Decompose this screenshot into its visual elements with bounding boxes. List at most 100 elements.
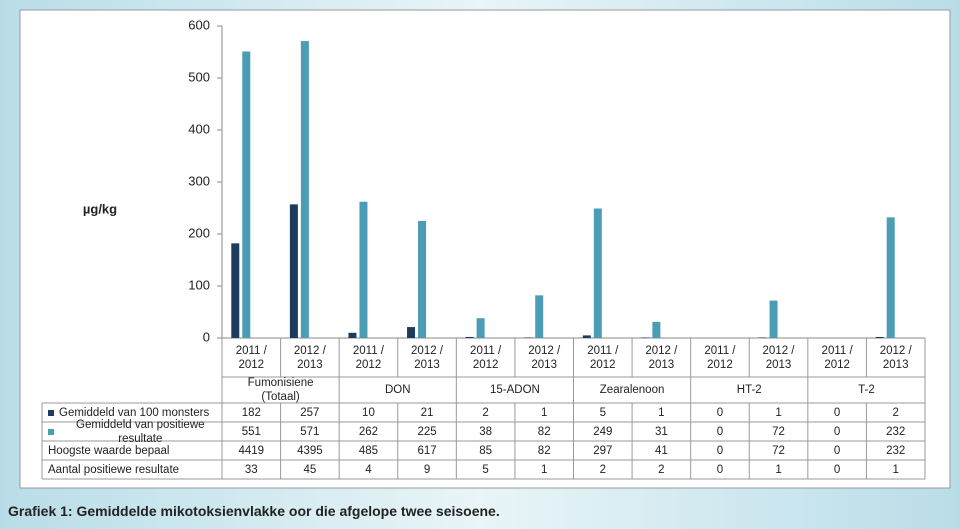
- y-tick-label: 600: [188, 17, 210, 32]
- x-tick-label: 2012 / 2013: [398, 338, 457, 377]
- x-tick-label: 2011 / 2012: [456, 338, 515, 377]
- table-value: 38: [456, 422, 515, 441]
- table-value: 1: [749, 460, 808, 479]
- legend-marker: [48, 428, 54, 435]
- table-value: 0: [808, 441, 867, 460]
- table-value: 1: [515, 460, 574, 479]
- table-value-text: 10: [362, 406, 375, 419]
- table-value: 21: [398, 403, 457, 422]
- bar: [242, 51, 251, 338]
- bar: [524, 337, 533, 338]
- table-value: 617: [398, 441, 457, 460]
- table-value: 5: [574, 403, 633, 422]
- x-tick-label-text: 2012 / 2013: [293, 344, 326, 371]
- bar: [535, 295, 544, 338]
- table-value-text: 551: [241, 425, 261, 438]
- table-value: 0: [808, 403, 867, 422]
- x-tick-label: 2011 / 2012: [339, 338, 398, 377]
- table-value-text: 232: [886, 425, 906, 438]
- bar: [300, 41, 309, 339]
- row-label-text: Hoogste waarde bepaal: [48, 444, 170, 457]
- x-tick-label: 2012 / 2013: [866, 338, 925, 377]
- table-value-text: 41: [654, 444, 668, 457]
- group-label: 15-ADON: [456, 377, 573, 403]
- table-value: 41: [632, 441, 691, 460]
- bar: [875, 336, 884, 338]
- table-value: 249: [574, 422, 633, 441]
- table-value-text: 297: [593, 444, 613, 457]
- x-tick-label-text: 2011 / 2012: [352, 344, 384, 371]
- table-value: 9: [398, 460, 457, 479]
- table-value-text: 4: [365, 463, 372, 476]
- y-tick-label: 100: [188, 277, 210, 292]
- x-tick-label: 2012 / 2013: [749, 338, 808, 377]
- table-value-text: 72: [772, 425, 785, 438]
- x-tick-label-text: 2011 / 2012: [587, 344, 619, 371]
- legend-label: Gemiddeld van positiewe resultate: [42, 419, 222, 445]
- x-tick-label-text: 2012 / 2013: [528, 344, 561, 371]
- table-value: 0: [691, 441, 750, 460]
- bar: [348, 332, 357, 338]
- table-value-text: 1: [775, 463, 782, 476]
- y-axis-label: µg/kg: [83, 201, 117, 216]
- y-tick-label: 400: [188, 121, 210, 136]
- table-value: 257: [281, 403, 340, 422]
- table-value-text: 1: [775, 406, 782, 419]
- table-value-text: 82: [537, 444, 551, 457]
- table-value-text: 31: [654, 425, 668, 438]
- bar: [465, 336, 474, 338]
- table-value-text: 1: [658, 406, 665, 419]
- table-value-text: 0: [833, 463, 841, 476]
- table-value: 1: [515, 403, 574, 422]
- table-value-text: 2: [658, 463, 665, 476]
- row-label-text: Aantal positiewe resultate: [48, 463, 180, 476]
- table-value-text: 4395: [297, 444, 323, 457]
- bar: [769, 300, 778, 338]
- table-value-text: 72: [772, 444, 785, 457]
- table-value-text: 2: [892, 406, 899, 419]
- table-value: 182: [222, 403, 281, 422]
- bar: [593, 208, 602, 338]
- table-value: 33: [222, 460, 281, 479]
- x-tick-label-text: 2012 / 2013: [762, 344, 795, 371]
- table-value-text: 232: [886, 444, 906, 457]
- table-value: 297: [574, 441, 633, 460]
- table-value: 0: [808, 422, 867, 441]
- table-value: 1: [632, 403, 691, 422]
- group-label: Zearalenoon: [574, 377, 691, 403]
- bar: [758, 337, 767, 338]
- table-value-text: 0: [833, 406, 841, 419]
- table-value: 1: [749, 403, 808, 422]
- legend-label: Gemiddeld van 100 monsters: [42, 403, 222, 422]
- x-tick-label: 2011 / 2012: [222, 338, 281, 377]
- table-value: 2: [456, 403, 515, 422]
- table-value: 0: [808, 460, 867, 479]
- table-value: 72: [749, 422, 808, 441]
- bar: [289, 204, 298, 338]
- table-value-text: 21: [420, 406, 434, 419]
- table-value-text: 1: [540, 463, 548, 476]
- table-value-text: 225: [417, 425, 437, 438]
- table-value: 82: [515, 441, 574, 460]
- table-value-text: 2: [482, 406, 489, 419]
- x-tick-label-text: 2012 / 2013: [411, 344, 444, 371]
- group-label-text: HT-2: [736, 384, 762, 396]
- x-tick-label: 2012 / 2013: [632, 338, 691, 377]
- table-value: 225: [398, 422, 457, 441]
- table-value: 2: [866, 403, 925, 422]
- bar: [652, 321, 661, 338]
- table-value-text: 571: [300, 425, 320, 438]
- x-tick-label-text: 2011 / 2012: [704, 344, 736, 371]
- table-value: 10: [339, 403, 398, 422]
- table-value-text: 45: [303, 463, 317, 476]
- table-value-text: 2: [599, 463, 606, 476]
- table-value-text: 249: [593, 425, 613, 438]
- table-value: 4419: [222, 441, 281, 460]
- table-value: 4395: [281, 441, 340, 460]
- x-tick-label-text: 2011 / 2012: [821, 344, 853, 371]
- table-value-text: 485: [358, 444, 379, 457]
- table-value: 232: [866, 441, 925, 460]
- x-tick-label: 2012 / 2013: [281, 338, 340, 377]
- group-label: Fumonisiene (Totaal): [222, 377, 339, 403]
